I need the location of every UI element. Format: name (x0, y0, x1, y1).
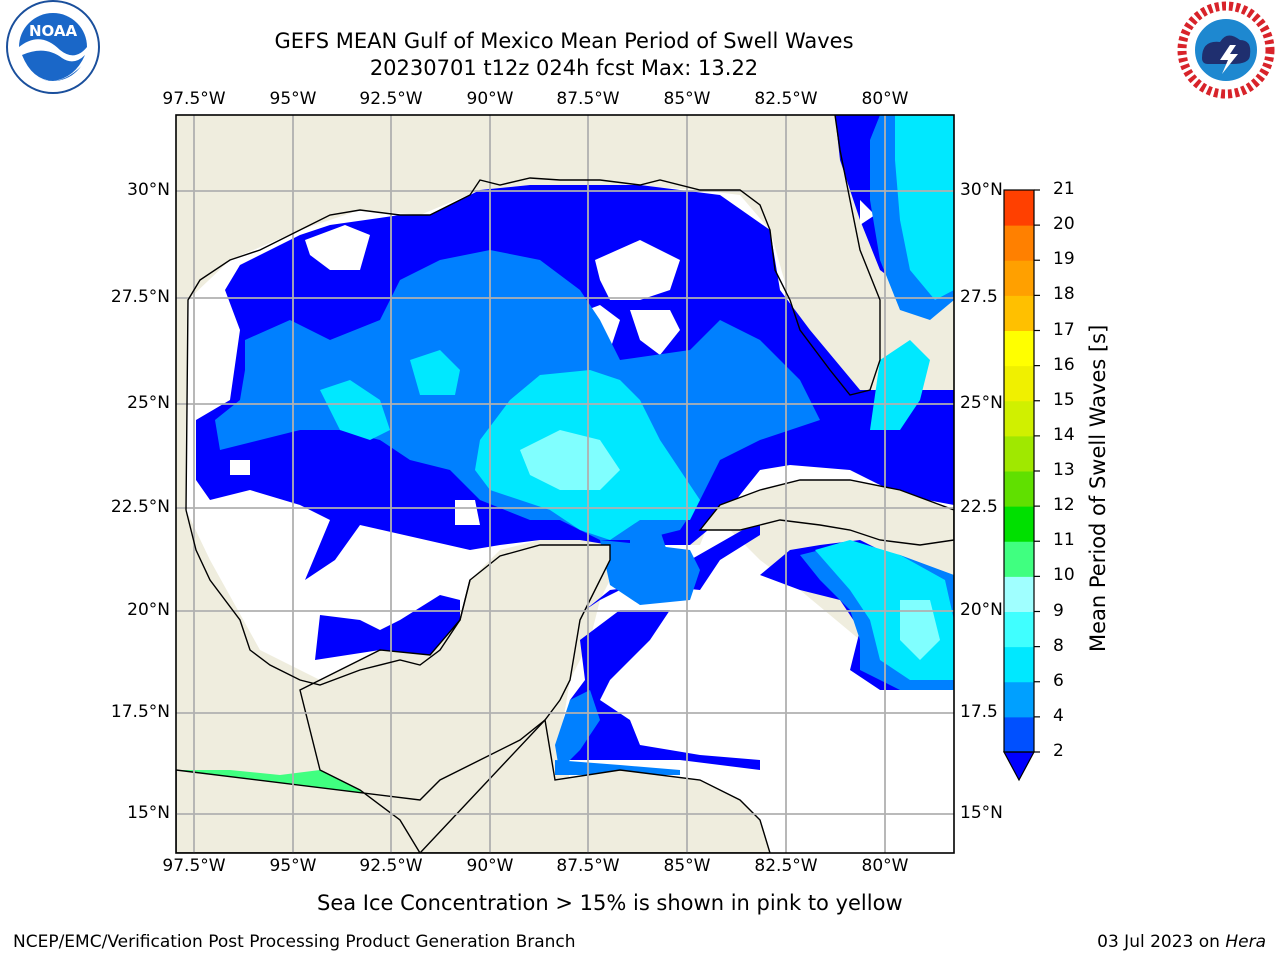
swell-field-2s-south (560, 610, 760, 770)
lat-label-right: 30°N (960, 180, 1003, 200)
graticule (176, 115, 954, 853)
lat-label-left: 15°N (127, 803, 170, 823)
central-america-coast (419, 718, 771, 853)
colorbar-tick-label: 15 (1053, 389, 1075, 410)
lon-label-top: 95°W (269, 89, 317, 109)
colorbar-band (1004, 646, 1034, 683)
map-frame (175, 114, 955, 854)
gulf-coastline (185, 115, 881, 511)
colorbar-extend-arrow (1002, 751, 1036, 782)
swell-field-8s-b (900, 600, 940, 660)
lon-label-bottom: 92.5°W (359, 856, 423, 876)
colorbar-tick-label: 16 (1053, 354, 1075, 375)
sea-ice-caption: Sea Ice Concentration > 15% is shown in … (317, 891, 903, 915)
lat-label-right: 20°N (960, 600, 1003, 620)
colorbar-tick-label: 2 (1053, 741, 1064, 761)
colorbar-band (1004, 506, 1034, 542)
colorbar-tick-label: 18 (1053, 284, 1075, 305)
swell-field-8s (520, 430, 620, 490)
lon-label-top: 80°W (861, 89, 909, 109)
lon-label-bottom: 87.5°W (556, 856, 620, 876)
lon-label-top: 82.5°W (754, 89, 818, 109)
colorbar-band (1004, 190, 1034, 226)
colorbar-tick-label: 4 (1053, 705, 1064, 726)
colorbar-tick-label: 11 (1053, 530, 1075, 551)
swell-field-4s-south (555, 760, 680, 775)
lat-label-left: 27.5°N (110, 287, 170, 307)
colorbar-tick-label: 12 (1053, 495, 1075, 516)
nws-logo (1177, 1, 1275, 99)
chart-title: GEFS MEAN Gulf of Mexico Mean Period of … (274, 29, 854, 53)
lon-label-top: 97.5°W (162, 89, 226, 109)
lon-label-bottom: 85°W (663, 856, 711, 876)
lon-label-bottom: 97.5°W (162, 856, 226, 876)
colorbar-tick-label: 19 (1053, 249, 1075, 270)
lat-label-right: 27.5 (960, 287, 998, 307)
colorbar-band (1004, 611, 1034, 648)
bay-campeche-coast (185, 509, 471, 686)
lon-label-bottom: 82.5°W (754, 856, 818, 876)
lat-label-right: 25°N (960, 393, 1003, 413)
lat-label-left: 30°N (127, 180, 170, 200)
colorbar-tick-label: 6 (1053, 670, 1064, 691)
lon-label-top: 92.5°W (359, 89, 423, 109)
colorbar (1002, 189, 1040, 782)
colorbar-tick-label: 13 (1053, 460, 1075, 480)
lon-label-bottom: 80°W (861, 856, 909, 876)
footer-credit: NCEP/EMC/Verification Post Processing Pr… (13, 932, 576, 952)
lat-label-left: 25°N (127, 393, 170, 413)
colorbar-tick-label: 14 (1053, 424, 1075, 445)
colorbar-band (1004, 260, 1034, 296)
lat-label-left: 17.5°N (110, 702, 170, 722)
swell-field-6s-east (895, 115, 954, 300)
swell-field-6s-c (410, 350, 460, 395)
lat-label-right: 22.5 (960, 497, 998, 517)
lon-label-bottom: 90°W (466, 856, 514, 876)
colorbar-band (1004, 330, 1034, 367)
colorbar-band (1004, 716, 1034, 753)
footer-host: Hera (1225, 932, 1266, 952)
colorbar-tick-label: 21 (1053, 179, 1075, 199)
lat-label-left: 20°N (127, 600, 170, 620)
noaa-logo: NOAA (6, 0, 100, 94)
lat-label-right: 15°N (960, 803, 1003, 823)
footer-date: 03 Jul 2023 on Hera (1097, 932, 1266, 952)
colorbar-band (1004, 541, 1034, 577)
colorbar-tick-label: 8 (1053, 635, 1064, 656)
swell-field-4s-yuc (555, 690, 610, 775)
colorbar-band (1004, 471, 1034, 507)
colorbar-band (1004, 681, 1034, 718)
colorbar-band (1004, 576, 1034, 612)
lon-label-top: 85°W (663, 89, 711, 109)
colorbar-tick-label: 9 (1053, 600, 1064, 621)
lat-label-right: 17.5 (960, 702, 998, 722)
colorbar-band (1004, 225, 1034, 261)
colorbar-tick-label: 20 (1053, 214, 1075, 235)
noaa-logo-text: NOAA (29, 22, 78, 40)
swell-field-6s-b (320, 380, 390, 440)
colorbar-tick-label: 17 (1053, 319, 1075, 340)
lon-label-top: 87.5°W (556, 89, 620, 109)
lat-label-left: 22.5°N (110, 497, 170, 517)
chart-subtitle: 20230701 t12z 024h fcst Max: 13.22 (369, 56, 759, 80)
lon-label-top: 90°W (466, 89, 514, 109)
cuba-land (698, 479, 954, 546)
colorbar-label: Mean Period of Swell Waves [s] (1086, 324, 1110, 652)
colorbar-tick-label: 10 (1053, 565, 1075, 586)
colorbar-band (1004, 400, 1034, 437)
footer-date-text: 03 Jul 2023 on (1097, 932, 1226, 952)
colorbar-band (1004, 435, 1034, 472)
colorbar-band (1004, 295, 1034, 331)
lon-label-bottom: 95°W (269, 856, 317, 876)
colorbar-band (1004, 365, 1034, 402)
yucatan-land (176, 544, 611, 853)
